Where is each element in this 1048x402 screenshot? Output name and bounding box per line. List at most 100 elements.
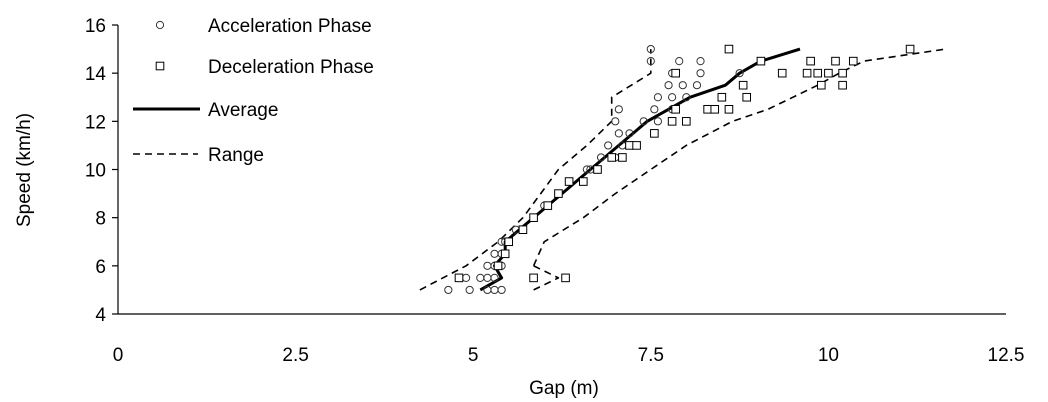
acceleration-point [646, 44, 655, 54]
acceleration-point [675, 57, 684, 66]
acceleration-point [604, 141, 613, 150]
acceleration-point [490, 249, 499, 258]
acceleration-point [483, 273, 492, 282]
acceleration-point [664, 81, 673, 90]
deceleration-point [454, 273, 464, 283]
x-tick-label: 10 [818, 345, 839, 366]
y-tick-label: 12 [85, 112, 106, 133]
acceleration-point [696, 57, 705, 66]
legend-label: Range [208, 145, 264, 166]
x-tick-label: 7.5 [638, 345, 664, 366]
legend-acceleration-marker [155, 20, 165, 30]
acceleration-point [476, 273, 485, 282]
acceleration-point [639, 117, 648, 126]
acceleration-point [483, 261, 492, 270]
x-ticks: 0 2.5 5 7.5 10 12.5 [113, 345, 1025, 366]
acceleration-point [678, 81, 687, 90]
deceleration-point [777, 68, 787, 78]
x-tick-label: 2.5 [282, 345, 308, 366]
acceleration-point [625, 129, 634, 138]
acceleration-point [596, 153, 606, 162]
deceleration-point [554, 189, 563, 198]
y-ticks: 4 6 8 10 12 14 16 [85, 16, 118, 326]
deceleration-point [717, 92, 727, 102]
deceleration-point [671, 68, 680, 78]
y-tick-label: 14 [85, 64, 107, 85]
y-tick-label: 16 [85, 16, 106, 37]
deceleration-point [756, 56, 766, 66]
x-axis-title: Gap (m) [529, 378, 599, 399]
legend-label: Average [208, 100, 278, 121]
acceleration-point [582, 165, 591, 174]
acceleration-point [696, 69, 705, 78]
legend-deceleration-marker [155, 61, 165, 71]
range-line [419, 49, 652, 291]
y-tick-label: 6 [95, 257, 106, 278]
y-tick-label: 10 [85, 161, 106, 182]
deceleration-point [848, 56, 858, 66]
x-tick-label: 12.5 [988, 345, 1025, 366]
deceleration-point [824, 68, 833, 78]
deceleration-point [710, 104, 720, 114]
acceleration-point [692, 81, 702, 90]
acceleration-point [668, 93, 677, 102]
acceleration-point [465, 285, 474, 295]
deceleration-point [724, 44, 734, 54]
deceleration-point [607, 153, 617, 162]
deceleration-point [838, 68, 847, 78]
y-axis-title: Speed (km/h) [14, 113, 35, 227]
deceleration-point [493, 261, 503, 271]
deceleration-point [579, 177, 588, 186]
y-tick-label: 8 [95, 209, 106, 230]
deceleration-point [500, 249, 510, 259]
deceleration-point [625, 141, 634, 150]
deceleration-point [518, 225, 528, 235]
deceleration-point [632, 141, 641, 150]
legend: Acceleration Phase Deceleration Phase Aver… [133, 16, 374, 166]
plot-area [419, 44, 946, 295]
range-line [532, 48, 946, 267]
acceleration-point [461, 273, 471, 282]
deceleration-point [816, 80, 826, 90]
y-tick-label: 4 [95, 305, 106, 326]
deceleration-point [561, 273, 570, 283]
deceleration-point [529, 273, 538, 283]
acceleration-point [497, 285, 506, 295]
deceleration-point [671, 104, 680, 114]
deceleration-point [802, 68, 812, 78]
deceleration-point [529, 213, 538, 222]
deceleration-point [724, 104, 734, 114]
deceleration-point [667, 117, 677, 126]
deceleration-point [831, 56, 840, 66]
x-tick-label: 5 [468, 345, 479, 366]
deceleration-point [742, 92, 752, 102]
acceleration-point [653, 93, 663, 102]
acceleration-point [682, 93, 691, 102]
acceleration-point [646, 57, 655, 66]
range-line [533, 265, 560, 291]
deceleration-point [813, 68, 823, 78]
deceleration-point [564, 177, 574, 186]
deceleration-point [738, 80, 748, 90]
legend-label: Deceleration Phase [208, 57, 374, 78]
deceleration-point [682, 117, 691, 126]
acceleration-point [735, 69, 744, 78]
deceleration-point [504, 237, 514, 247]
deceleration-point [838, 80, 847, 90]
deceleration-point [905, 44, 915, 54]
deceleration-point [806, 56, 815, 66]
acceleration-point [650, 105, 659, 114]
acceleration-point [653, 117, 663, 126]
acceleration-point [490, 285, 499, 295]
acceleration-point [614, 105, 623, 114]
deceleration-point [618, 153, 627, 162]
deceleration-point [593, 165, 602, 174]
legend-label: Acceleration Phase [208, 16, 372, 37]
acceleration-point [611, 117, 620, 126]
acceleration-point [490, 273, 499, 282]
acceleration-point [614, 129, 623, 138]
x-tick-label: 0 [113, 345, 124, 366]
deceleration-point [650, 129, 659, 138]
